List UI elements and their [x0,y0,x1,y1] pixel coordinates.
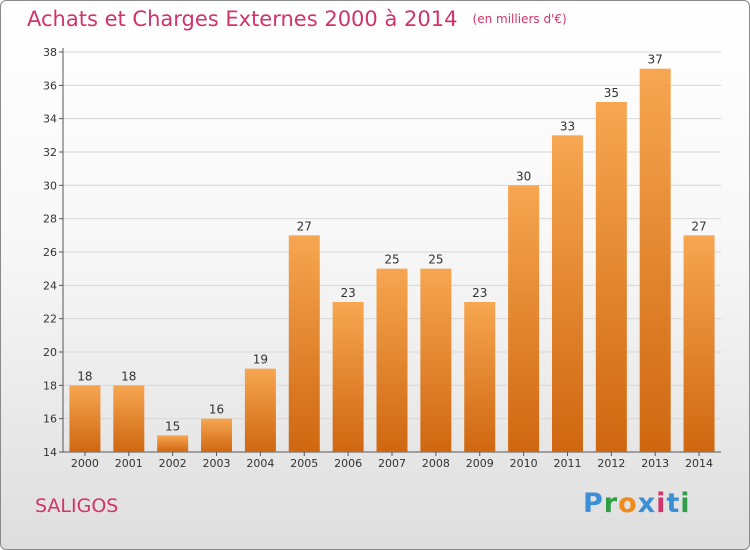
logo-letter: r [603,488,619,519]
x-tick-label: 2013 [641,457,669,470]
data-label: 35 [604,86,619,100]
y-tick-label: 16 [43,413,57,426]
x-tick-label: 2002 [159,457,187,470]
y-tick-label: 34 [43,113,57,126]
data-label: 18 [121,369,136,383]
data-label: 16 [209,403,224,417]
x-tick-label: 2012 [597,457,625,470]
bar [332,302,364,452]
x-tick-label: 2014 [685,457,713,470]
logo-letter: o [618,488,638,519]
x-tick-label: 2004 [246,457,274,470]
chart-title-row: Achats et Charges Externes 2000 à 2014 (… [27,7,567,31]
chart-subtitle: (en milliers d'€) [472,12,567,26]
y-tick-label: 24 [43,279,57,292]
bar [551,135,583,453]
bar [69,385,101,452]
bar [201,418,233,452]
data-label: 27 [297,219,312,233]
bar [464,302,496,452]
x-tick-label: 2001 [115,457,143,470]
data-labels: 18 18 15 16 19 27 23 25 25 23 30 33 35 37 27 [77,53,706,434]
x-tick-label: 2011 [553,457,581,470]
bar [595,102,627,452]
x-tick-label: 2010 [510,457,538,470]
data-label: 37 [648,53,663,67]
logo-letter: x [637,488,657,519]
logo-letter: P [583,488,604,519]
data-label: 33 [560,119,575,133]
bar [508,185,540,453]
x-tick-label: 2000 [71,457,99,470]
bar [244,368,276,452]
y-tick-label: 26 [43,246,57,259]
logo-letter: i [656,488,667,519]
y-tick-label: 36 [43,79,57,92]
y-tick-label: 38 [43,46,57,59]
bars [69,68,715,453]
data-label: 27 [691,219,706,233]
x-tick-label: 2009 [466,457,494,470]
y-tick-label: 20 [43,346,57,359]
bar [376,268,408,452]
commune-name: SALIGOS [35,495,119,517]
data-label: 25 [384,253,399,267]
x-tick-label: 2003 [203,457,231,470]
chart-title: Achats et Charges Externes 2000 à 2014 [27,7,458,31]
axes: 14 16 18 20 22 24 26 28 30 32 34 36 38 2000 2001 2002 20… [43,46,721,470]
data-label: 15 [165,419,180,433]
proxiti-logo: Proxiti [583,488,691,519]
logo-letter: i [680,488,691,519]
bar [639,68,671,453]
bar [157,435,189,452]
bar [420,268,452,452]
x-tick-label: 2005 [290,457,318,470]
x-tick-label: 2007 [378,457,406,470]
y-tick-label: 14 [43,446,57,459]
y-tick-label: 28 [43,213,57,226]
y-tick-label: 22 [43,313,57,326]
x-tick-label: 2008 [422,457,450,470]
data-label: 25 [428,253,443,267]
y-tick-label: 32 [43,146,57,159]
x-tick-label: 2006 [334,457,362,470]
y-tick-label: 18 [43,379,57,392]
data-label: 23 [472,286,487,300]
bar [113,385,145,452]
data-label: 23 [340,286,355,300]
data-label: 18 [77,369,92,383]
data-label: 30 [516,169,531,183]
data-label: 19 [253,353,268,367]
logo-letter: t [666,488,681,519]
bar [288,235,320,452]
y-tick-label: 30 [43,179,57,192]
bar [683,235,715,452]
